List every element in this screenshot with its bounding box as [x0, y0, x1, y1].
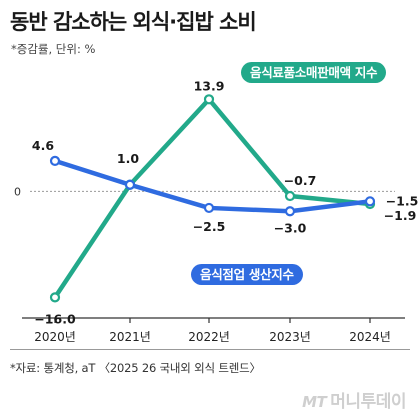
data-label: 4.6: [32, 138, 54, 153]
x-tick-label: 2021년: [109, 330, 151, 344]
data-point-1: [203, 202, 215, 214]
data-label: 13.9: [194, 78, 225, 93]
series-line-1: [52, 158, 373, 214]
data-label: −2.5: [193, 219, 226, 234]
data-point-0: [203, 94, 215, 105]
x-tick-label: 2024년: [349, 330, 391, 344]
legend-restaurant-production: 음식점업 생산지수: [191, 264, 303, 285]
data-label: −1.5: [386, 193, 419, 208]
data-point-0: [49, 292, 61, 303]
data-point-1: [124, 179, 136, 190]
footer-divider: [10, 349, 410, 350]
chart-subtitle: *증감률, 단위: %: [11, 42, 96, 56]
brand-logo: MT 머니투데이: [302, 392, 406, 412]
data-label: −1.9: [384, 208, 417, 223]
data-label: −16.0: [34, 311, 76, 326]
data-point-1: [284, 206, 296, 217]
data-label: −3.0: [274, 220, 307, 235]
source-note: *자료: 통계청, aT 〈2025 26 국내외 외식 트렌드〉: [10, 361, 261, 375]
x-tick-label: 2023년: [269, 330, 311, 344]
legend-retail-food-sales: 음식료품소매판매액 지수: [241, 62, 387, 83]
chart-title: 동반 감소하는 외식·집밥 소비: [10, 10, 257, 34]
x-tick-label: 2020년: [34, 330, 76, 344]
zero-tick-label: 0: [14, 185, 21, 198]
data-point-1: [364, 196, 376, 207]
data-point-0: [284, 190, 296, 202]
data-label: 1.0: [117, 151, 139, 166]
data-point-1: [49, 155, 61, 166]
x-tick-label: 2022년: [188, 330, 230, 344]
data-label: −0.7: [284, 173, 317, 188]
